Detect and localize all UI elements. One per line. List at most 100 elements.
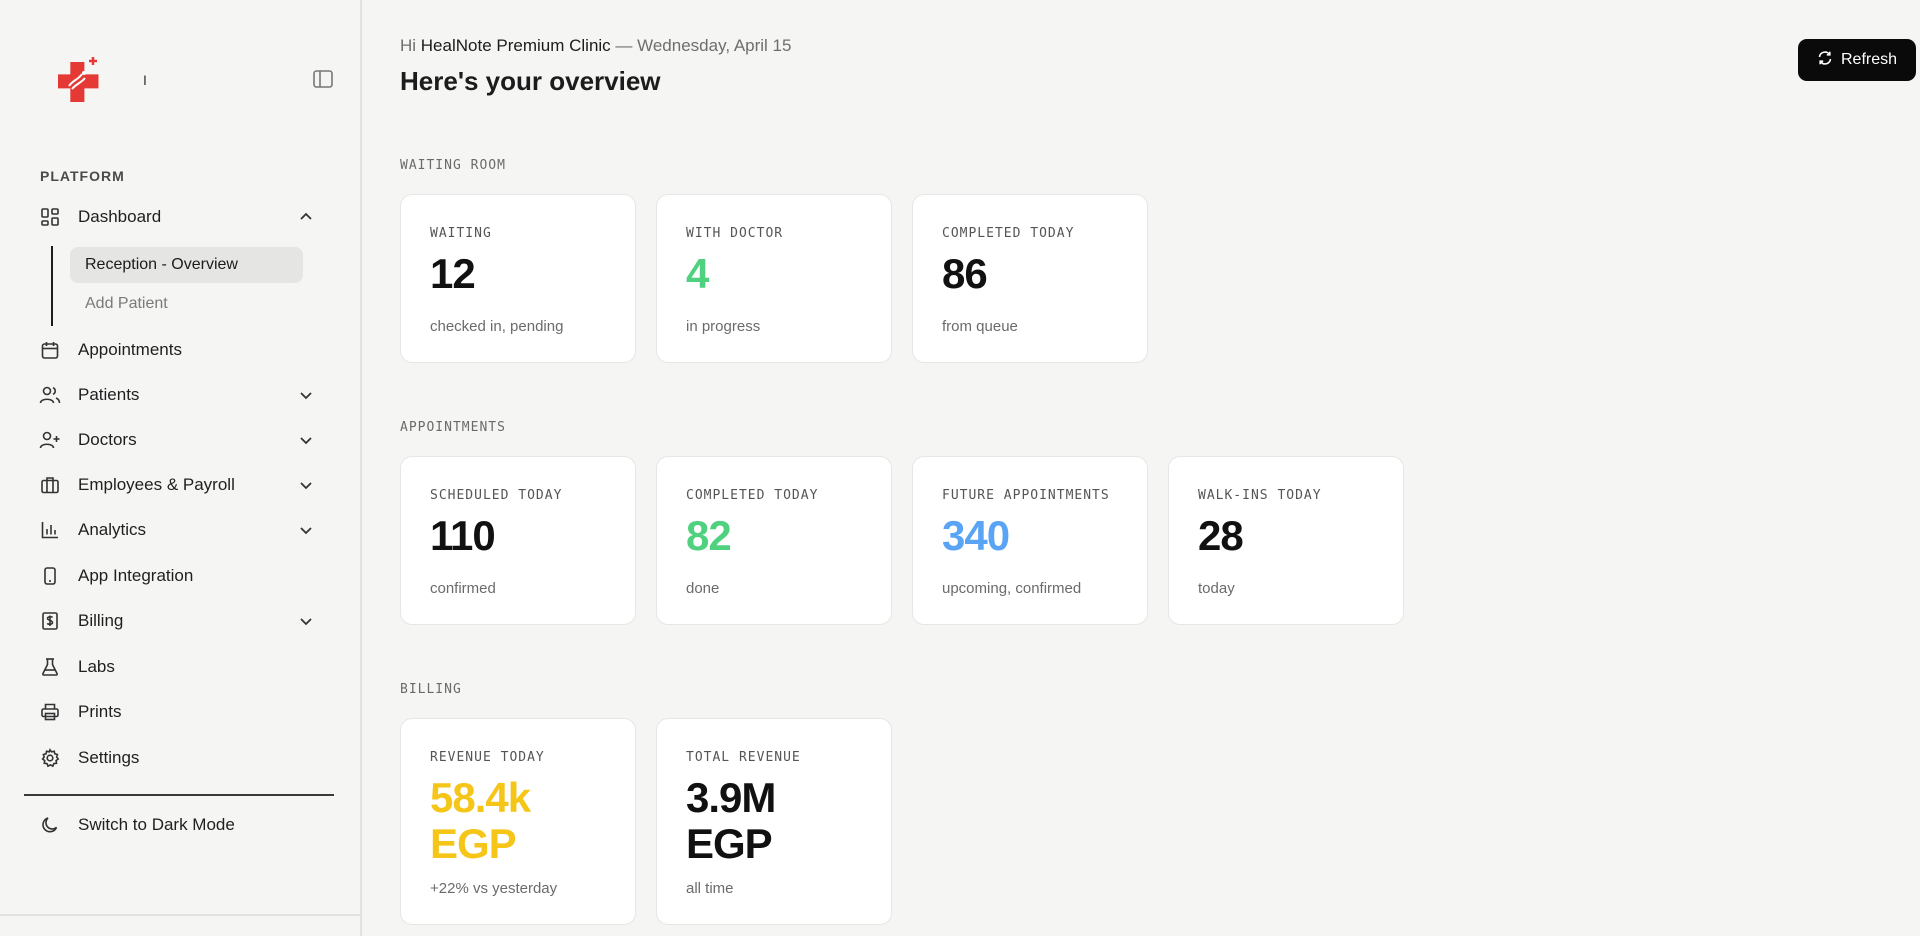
stat-value: 3.9M EGP <box>686 774 776 867</box>
briefcase-icon <box>38 473 62 497</box>
page-title: Here's your overview <box>400 66 661 96</box>
refresh-icon <box>1817 50 1833 71</box>
stat-value-currency: EGP <box>686 820 773 867</box>
stat-subtext: checked in, pending <box>430 318 564 335</box>
stat-label: WALK-INS TODAY <box>1198 488 1322 503</box>
stat-value-amount: 58.4k <box>430 774 531 821</box>
chevron-down-icon <box>296 520 316 540</box>
panel-left-icon <box>313 70 333 88</box>
stat-subtext: all time <box>686 880 734 897</box>
refresh-label: Refresh <box>1840 51 1898 68</box>
sidebar-item-app-integration[interactable]: App Integration <box>28 557 328 595</box>
brand-text: I <box>143 72 147 88</box>
printer-icon <box>38 700 62 724</box>
sidebar-item-label: Billing <box>78 611 124 630</box>
stat-value-amount: 3.9M <box>686 774 776 821</box>
sidebar-toggle-button[interactable] <box>312 69 336 91</box>
sidebar-subitem-add-patient[interactable]: Add Patient <box>85 295 168 312</box>
sidebar-item-billing[interactable]: Billing <box>28 602 328 640</box>
stat-label: COMPLETED TODAY <box>686 488 819 503</box>
sidebar-item-label: Labs <box>78 657 115 676</box>
sidebar-item-employees-payroll[interactable]: Employees & Payroll <box>28 466 328 504</box>
clinic-name: HealNote Premium Clinic <box>420 36 611 55</box>
stat-label: TOTAL REVENUE <box>686 750 801 765</box>
stat-label: COMPLETED TODAY <box>942 226 1075 241</box>
sidebar-footer-border <box>0 914 362 916</box>
sidebar-item-analytics[interactable]: Analytics <box>28 511 328 549</box>
stat-subtext: confirmed <box>430 580 496 597</box>
greeting-prefix: Hi <box>400 36 421 55</box>
stat-value-currency: EGP <box>430 820 517 867</box>
stat-value: 12 <box>430 250 476 297</box>
stat-card-walk-ins[interactable]: WALK-INS TODAY 28 today <box>1168 456 1404 625</box>
stat-card-scheduled-today[interactable]: SCHEDULED TODAY 110 confirmed <box>400 456 636 625</box>
stat-card-completed-appointments[interactable]: COMPLETED TODAY 82 done <box>656 456 892 625</box>
layout-dashboard-icon <box>38 205 62 229</box>
stat-subtext: upcoming, confirmed <box>942 580 1082 597</box>
sidebar-subitem-reception-overview[interactable]: Reception - Overview <box>70 247 303 283</box>
stat-subtext: from queue <box>942 318 1018 335</box>
stat-value: 58.4k EGP <box>430 774 531 867</box>
sidebar-item-label: Patients <box>78 385 140 404</box>
waiting-room-section-label: WAITING ROOM <box>400 158 506 173</box>
stat-card-future-appointments[interactable]: FUTURE APPOINTMENTS 340 upcoming, confir… <box>912 456 1148 625</box>
stat-label: REVENUE TODAY <box>430 750 545 765</box>
stat-subtext: in progress <box>686 318 761 335</box>
clinic-logo[interactable] <box>56 56 102 103</box>
stat-label: WAITING <box>430 226 492 241</box>
chevron-down-icon <box>296 385 316 405</box>
user-plus-icon <box>38 428 62 452</box>
sidebar-item-label: Dashboard <box>78 207 162 226</box>
greeting-line: Hi HealNote Premium Clinic — Wednesday, … <box>400 36 791 56</box>
nav-section-label: PLATFORM <box>40 168 125 184</box>
sidebar-item-labs[interactable]: Labs <box>28 648 328 686</box>
sidebar-item-label: Employees & Payroll <box>78 475 235 494</box>
stat-value: 86 <box>942 250 988 297</box>
sidebar-item-doctors[interactable]: Doctors <box>28 421 328 459</box>
sidebar-item-appointments[interactable]: Appointments <box>28 331 328 369</box>
chevron-down-icon <box>296 430 316 450</box>
stat-value: 4 <box>686 250 709 297</box>
sidebar-item-label: Prints <box>78 702 122 721</box>
sidebar-item-label: Appointments <box>78 340 182 359</box>
stat-card-waiting[interactable]: WAITING 12 checked in, pending <box>400 194 636 363</box>
stat-card-revenue-today[interactable]: REVENUE TODAY 58.4k EGP +22% vs yesterda… <box>400 718 636 925</box>
moon-icon <box>38 813 62 837</box>
bar-chart-icon <box>38 518 62 542</box>
chevron-down-icon <box>296 611 316 631</box>
current-date: — Wednesday, April 15 <box>610 36 792 55</box>
chevron-down-icon <box>296 475 316 495</box>
sidebar-item-dashboard[interactable]: Dashboard <box>28 198 328 236</box>
dollar-receipt-icon <box>38 609 62 633</box>
stat-label: FUTURE APPOINTMENTS <box>942 488 1110 503</box>
stat-value: 340 <box>942 512 1010 559</box>
stat-card-completed-queue[interactable]: COMPLETED TODAY 86 from queue <box>912 194 1148 363</box>
refresh-button[interactable]: Refresh <box>1798 39 1916 81</box>
stat-subtext: today <box>1198 580 1235 597</box>
users-icon <box>38 383 62 407</box>
dark-mode-toggle[interactable]: Switch to Dark Mode <box>28 806 328 844</box>
dark-mode-label: Switch to Dark Mode <box>78 815 235 834</box>
sidebar-item-label: App Integration <box>78 566 194 585</box>
appointments-section-label: APPOINTMENTS <box>400 420 506 435</box>
calendar-icon <box>38 338 62 362</box>
stat-subtext: +22% vs yesterday <box>430 880 558 897</box>
sidebar-item-label: Doctors <box>78 430 137 449</box>
sidebar-item-patients[interactable]: Patients <box>28 376 328 414</box>
submenu-guide-line <box>51 246 53 326</box>
sidebar-item-prints[interactable]: Prints <box>28 693 328 731</box>
stat-subtext: done <box>686 580 720 597</box>
stat-card-total-revenue[interactable]: TOTAL REVENUE 3.9M EGP all time <box>656 718 892 925</box>
billing-section-label: BILLING <box>400 682 462 697</box>
sidebar-item-settings[interactable]: Settings <box>28 739 328 777</box>
flask-icon <box>38 655 62 679</box>
sidebar-item-label: Settings <box>78 748 140 767</box>
stat-label: SCHEDULED TODAY <box>430 488 563 503</box>
sidebar: I PLATFORM Dashboard Reception - Overvie… <box>0 0 362 936</box>
stat-card-with-doctor[interactable]: WITH DOCTOR 4 in progress <box>656 194 892 363</box>
chevron-up-icon <box>296 207 316 227</box>
stat-value: 28 <box>1198 512 1244 559</box>
stat-label: WITH DOCTOR <box>686 226 784 241</box>
gear-icon <box>38 746 62 770</box>
